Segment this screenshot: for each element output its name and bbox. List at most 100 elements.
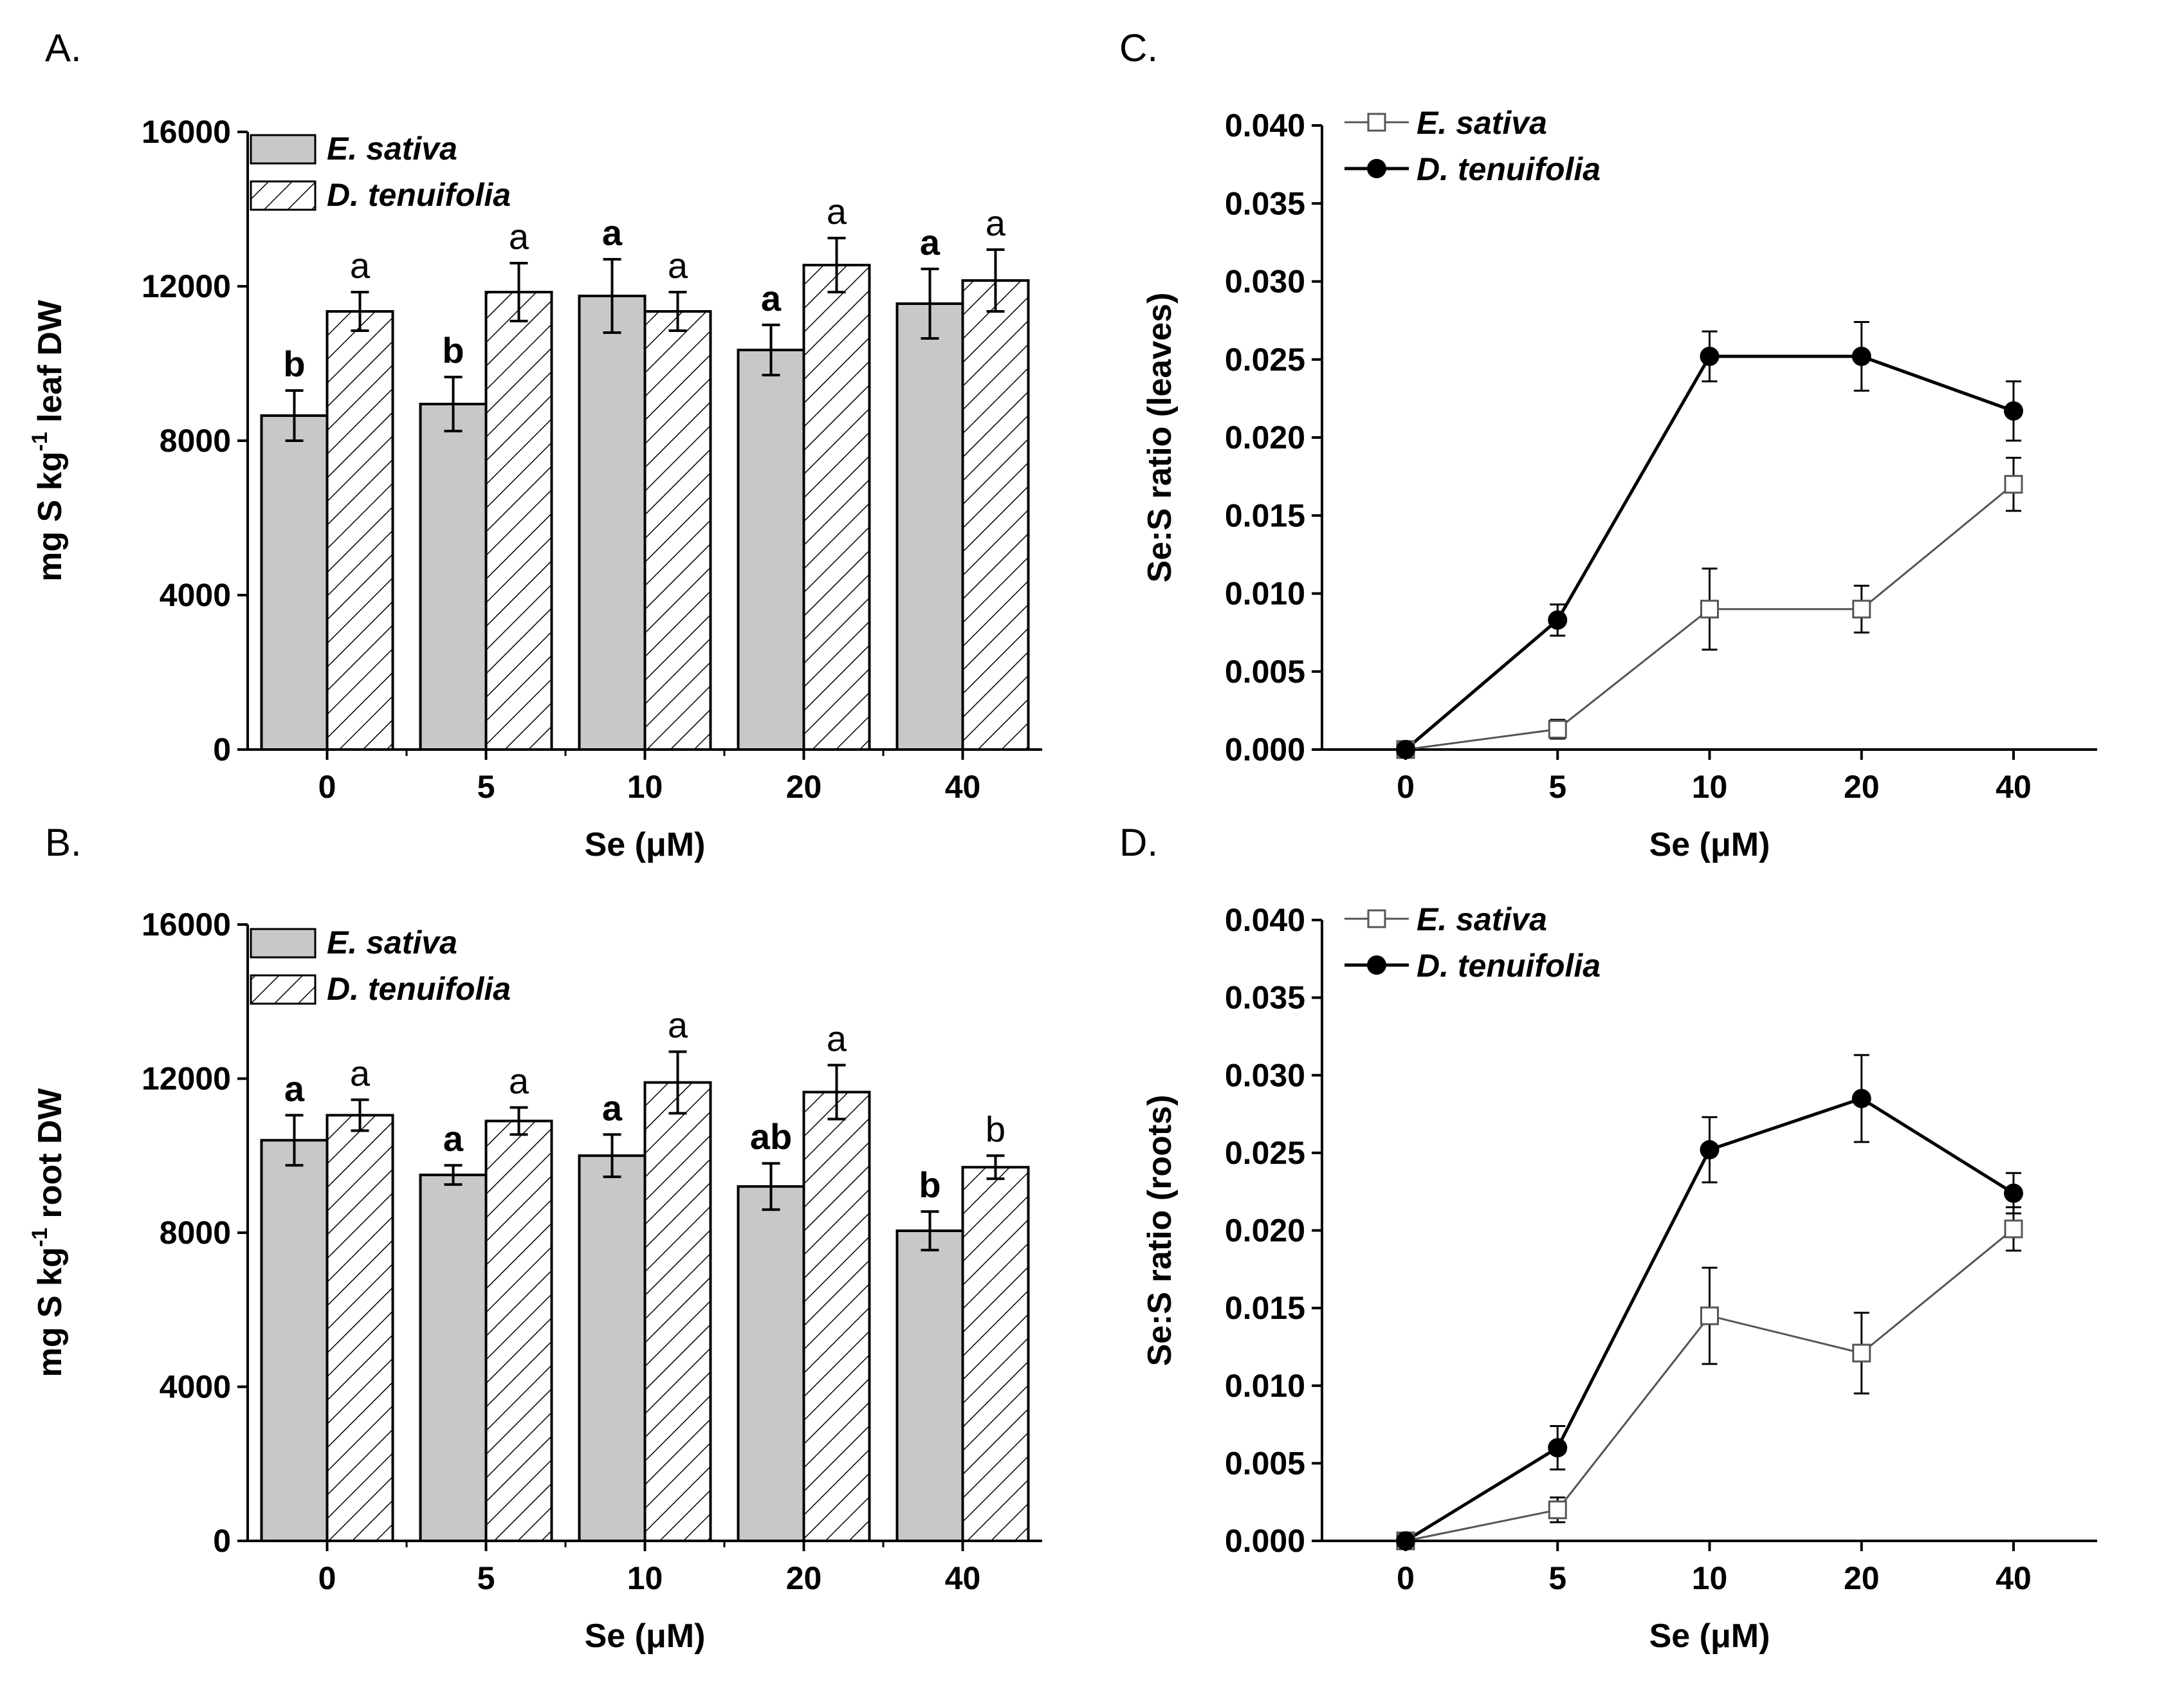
x-tick-label: 20 [786, 1560, 822, 1596]
panel-b-bar-chart: B. 0 4000 8000 12000 16000 0 5 10 20 40 Se (μM) mg S… [28, 821, 1042, 1655]
x-tick-label: 40 [1996, 769, 2032, 805]
significance-letter: a [443, 1118, 464, 1159]
x-tick-label: 0 [318, 769, 336, 805]
series-line-d-tenuifolia [1404, 354, 2014, 751]
y-axis-label: Se:S ratio (roots) [1141, 1095, 1179, 1367]
significance-letter: b [986, 1109, 1005, 1149]
data-point-e-sativa [1548, 1500, 1567, 1520]
data-point-d-tenuifolia [2004, 401, 2023, 421]
x-axis-label: Se (μM) [585, 826, 706, 863]
bar-d-tenuifolia [961, 279, 1030, 751]
x-tick-label: 0 [1397, 1560, 1415, 1596]
y-tick-label: 0.030 [1225, 264, 1305, 300]
significance-letter: a [602, 212, 623, 253]
x-tick-label: 40 [945, 1560, 981, 1596]
bar-e-sativa [419, 403, 488, 751]
legend-marker-circle [1367, 955, 1386, 975]
y-tick-label: 0 [213, 732, 231, 768]
x-tick-label: 5 [477, 1560, 495, 1596]
x-tick-label: 0 [318, 1560, 336, 1596]
y-tick-label: 4000 [160, 577, 231, 613]
significance-letter: a [761, 278, 782, 318]
significance-letter: b [919, 1165, 941, 1205]
bar-d-tenuifolia [643, 1081, 712, 1543]
x-tick-label: 5 [1548, 769, 1566, 805]
y-axis-label: mg S kg-1 leaf DW [28, 299, 69, 582]
y-tick-label: 0.035 [1225, 185, 1305, 221]
bar-d-tenuifolia [484, 1119, 553, 1543]
y-tick-label: 0.020 [1225, 419, 1305, 456]
bar-e-sativa [895, 302, 964, 751]
legend-label: E. sativa [1417, 901, 1547, 937]
data-point-e-sativa [1548, 719, 1567, 739]
x-tick-label: 5 [477, 769, 495, 805]
y-tick-label: 0.020 [1225, 1213, 1305, 1249]
y-tick-label: 0.040 [1225, 107, 1305, 143]
legend-swatch-d-tenuifolia [250, 974, 317, 1005]
bar-e-sativa [895, 1229, 964, 1542]
bar-d-tenuifolia [326, 310, 394, 751]
bar-d-tenuifolia [961, 1166, 1030, 1542]
x-tick-label: 5 [1548, 1560, 1566, 1596]
bar-e-sativa [419, 1174, 488, 1542]
data-point-d-tenuifolia [1700, 1140, 1720, 1160]
significance-letter: a [920, 222, 941, 262]
y-tick-label: 0.005 [1225, 1445, 1305, 1481]
bar-e-sativa [737, 1185, 805, 1542]
significance-letter: a [827, 1018, 847, 1059]
x-axis-label: Se (μM) [1649, 1617, 1770, 1655]
y-tick-label: 12000 [142, 1061, 231, 1097]
panel-c-line-chart: C. 0.000 0.005 0.010 0.015 0.020 0.025 0.030 0.0… [1119, 26, 2097, 863]
x-tick-label: 40 [945, 769, 981, 805]
significance-letter: ab [750, 1116, 792, 1157]
bar-e-sativa [578, 1154, 647, 1542]
legend-swatch-d-tenuifolia [250, 180, 317, 211]
y-tick-label: 0.015 [1225, 1290, 1305, 1326]
legend-label: D. tenuifolia [1417, 948, 1601, 984]
bar-d-tenuifolia [802, 1091, 871, 1543]
legend-label: D. tenuifolia [327, 971, 511, 1007]
data-point-e-sativa [2004, 475, 2023, 494]
data-point-d-tenuifolia [2004, 1183, 2023, 1203]
significance-letter: b [283, 344, 305, 384]
significance-letter: a [509, 216, 529, 257]
y-tick-label: 0.010 [1225, 1368, 1305, 1404]
y-tick-label: 4000 [160, 1369, 231, 1405]
y-tick-label: 0.000 [1225, 732, 1305, 768]
data-point-e-sativa [1852, 1343, 1871, 1363]
legend-label: E. sativa [327, 131, 457, 167]
y-tick-label: 0.035 [1225, 980, 1305, 1016]
data-point-d-tenuifolia [1548, 1438, 1568, 1458]
data-point-e-sativa [1852, 600, 1871, 619]
data-point-e-sativa [1700, 1306, 1719, 1325]
bar-e-sativa [578, 295, 647, 751]
data-point-d-tenuifolia [1548, 610, 1568, 630]
bar-d-tenuifolia [802, 264, 871, 751]
x-tick-label: 40 [1996, 1560, 2032, 1596]
y-tick-label: 16000 [142, 907, 231, 943]
bar-e-sativa [737, 349, 805, 751]
data-point-d-tenuifolia [1851, 346, 1871, 366]
x-tick-label: 20 [786, 769, 822, 805]
legend-label: E. sativa [327, 925, 457, 961]
y-tick-label: 0.025 [1225, 342, 1305, 378]
panel-label: B. [45, 821, 82, 864]
data-point-d-tenuifolia [1396, 1531, 1415, 1551]
x-tick-label: 20 [1844, 769, 1880, 805]
x-axis-label: Se (μM) [1649, 826, 1770, 863]
y-tick-label: 0.000 [1225, 1523, 1305, 1559]
legend-label: D. tenuifolia [327, 177, 511, 213]
panel-a-bar-chart: A. 0 4000 8000 12000 16000 0 5 10 20 40 Se (μM) mg S… [28, 26, 1042, 863]
bar-d-tenuifolia [643, 310, 712, 751]
panel-d-line-chart: D. 0.000 0.005 0.010 0.015 0.020 0.025 0.030 0.0… [1119, 821, 2097, 1655]
legend-marker-square [1367, 909, 1386, 928]
significance-letter: a [602, 1087, 623, 1128]
significance-letter: a [827, 191, 847, 232]
y-tick-label: 8000 [160, 1215, 231, 1251]
y-tick-label: 0.015 [1225, 497, 1305, 533]
y-tick-label: 0.025 [1225, 1135, 1305, 1171]
y-axis-label: mg S kg-1 root DW [28, 1088, 69, 1377]
legend-marker-circle [1367, 159, 1386, 178]
bar-d-tenuifolia [326, 1114, 394, 1542]
significance-letter: a [509, 1060, 529, 1101]
